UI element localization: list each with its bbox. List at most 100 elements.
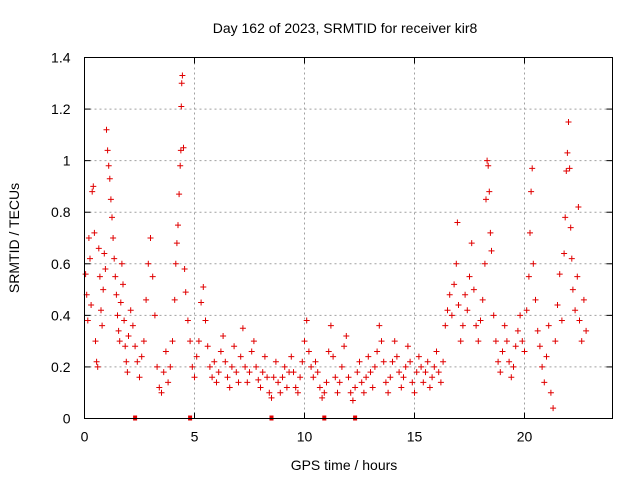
data-point (202, 317, 209, 324)
data-point (389, 358, 396, 365)
data-point (175, 222, 181, 229)
data-point (550, 405, 557, 412)
data-point (158, 389, 165, 396)
data-point (88, 302, 95, 309)
data-point (106, 175, 113, 182)
data-point (501, 322, 508, 329)
data-point (292, 384, 299, 391)
axis-ticks: 0 5 10 15 20 0 0.2 0.4 0.6 0.8 1 1.2 1.4 (51, 50, 613, 445)
data-point (431, 363, 438, 370)
data-point (356, 358, 363, 365)
x-tick-label: 15 (407, 429, 423, 445)
data-point (112, 273, 119, 280)
data-point (528, 188, 535, 195)
data-point (569, 286, 576, 293)
data-point (532, 296, 539, 303)
data-point (270, 374, 277, 381)
data-point (255, 376, 262, 383)
data-point (367, 369, 374, 376)
data-point (294, 389, 301, 396)
data-point (173, 240, 180, 247)
data-point (360, 389, 367, 396)
data-point (261, 353, 268, 360)
data-point (376, 322, 383, 329)
data-point (96, 273, 103, 280)
data-point (488, 247, 495, 254)
data-point (525, 273, 532, 280)
data-point (481, 260, 488, 267)
data-point (565, 118, 572, 125)
data-point (448, 312, 455, 319)
data-point (107, 196, 114, 203)
data-point (191, 374, 198, 381)
data-point (124, 369, 131, 376)
data-point (176, 191, 183, 198)
data-point (288, 353, 295, 360)
data-point (429, 374, 436, 381)
data-point (283, 384, 290, 391)
data-point (354, 369, 361, 376)
data-point (118, 260, 125, 267)
x-axis-label: GPS time / hours (291, 457, 398, 473)
data-point (104, 147, 111, 154)
data-point (543, 353, 550, 360)
data-point (253, 363, 260, 370)
data-point (332, 374, 339, 381)
data-point (184, 317, 191, 324)
plot-frame (84, 57, 613, 419)
y-tick-label: 0.6 (51, 256, 71, 272)
data-point (473, 322, 480, 329)
data-point (125, 332, 132, 339)
data-point (563, 167, 570, 174)
data-point (290, 369, 297, 376)
data-point (411, 389, 418, 396)
data-point (105, 162, 112, 169)
data-point (393, 353, 400, 360)
y-tick-label: 0 (63, 411, 71, 427)
data-point (193, 353, 200, 360)
data-point (566, 165, 573, 172)
data-point (187, 338, 194, 345)
data-point (583, 327, 590, 334)
data-point (508, 374, 515, 381)
data-point (539, 363, 546, 370)
data-point (305, 348, 312, 355)
data-point (444, 307, 451, 314)
data-point (536, 343, 543, 350)
data-point (341, 343, 348, 350)
data-point (446, 291, 453, 298)
data-point (237, 353, 244, 360)
data-point (574, 273, 581, 280)
data-point (213, 379, 220, 386)
data-point (160, 369, 167, 376)
data-point (391, 338, 398, 345)
data-point (385, 389, 392, 396)
data-point (82, 271, 89, 278)
data-point (459, 322, 466, 329)
data-point (136, 374, 143, 381)
y-tick-label: 0.4 (51, 307, 71, 323)
data-point (177, 162, 184, 169)
data-point (98, 307, 104, 314)
y-tick-label: 0.8 (51, 204, 71, 220)
data-point (321, 389, 328, 396)
data-point (523, 307, 530, 314)
data-point (178, 103, 185, 110)
data-point (156, 384, 163, 391)
data-point (147, 235, 154, 241)
data-point (101, 250, 108, 257)
data-point (85, 235, 92, 241)
data-point (575, 204, 582, 211)
data-point (453, 260, 460, 267)
data-point (299, 358, 306, 365)
data-point (433, 348, 440, 355)
data-point (250, 338, 257, 345)
data-point (464, 307, 471, 314)
data-point (169, 338, 176, 345)
data-point (497, 369, 504, 376)
data-point (127, 307, 134, 314)
data-point (179, 72, 186, 79)
y-tick-label: 1.2 (51, 101, 71, 117)
data-point (109, 214, 115, 221)
